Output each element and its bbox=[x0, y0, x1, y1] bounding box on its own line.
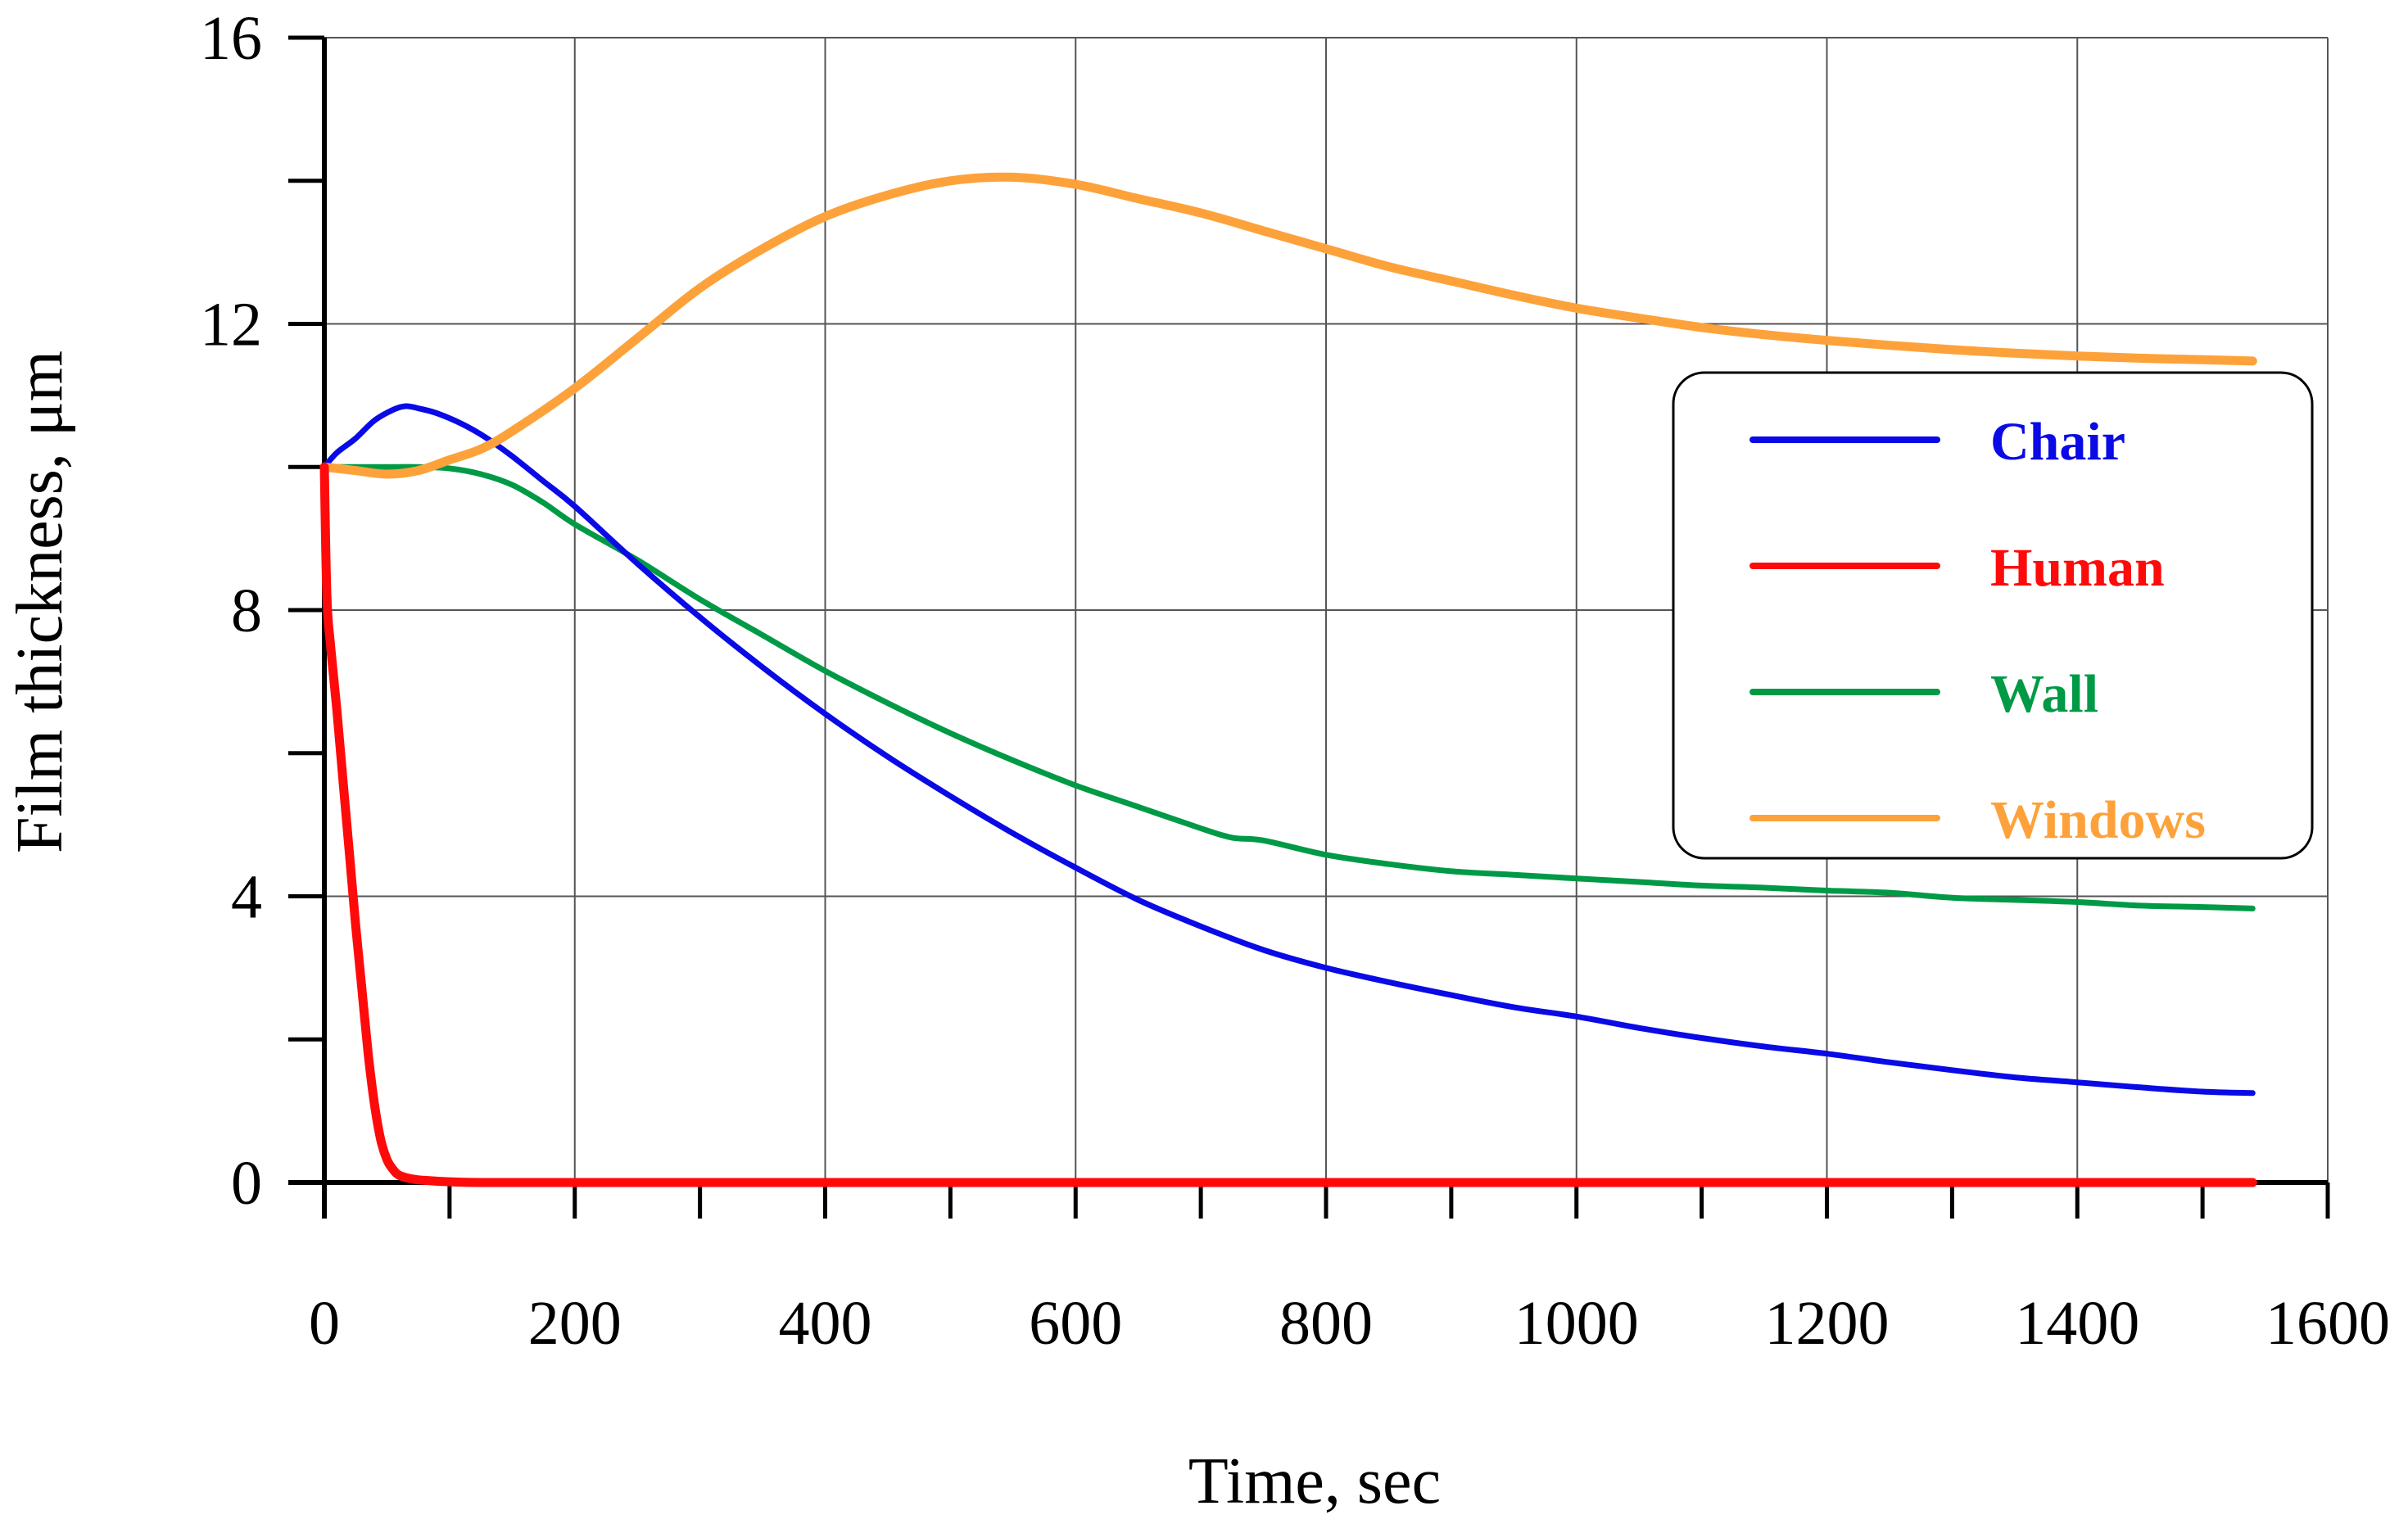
x-tick-label: 1600 bbox=[2265, 1289, 2390, 1358]
series-lines bbox=[319, 172, 2257, 1187]
series-line-windows bbox=[319, 172, 2257, 479]
x-tick-label: 1200 bbox=[1765, 1289, 1890, 1358]
y-tick-label: 4 bbox=[231, 863, 262, 932]
x-tick-label: 200 bbox=[528, 1289, 622, 1358]
series-line-chair bbox=[321, 403, 2256, 1097]
legend: Chair Human Wall Windows bbox=[1672, 371, 2314, 860]
legend-label-chair: Chair bbox=[1990, 412, 2125, 472]
ticks: 0 200 400 600 800 1000 1200 1400 1600 0 4 8 12 16 bbox=[200, 4, 2390, 1358]
legend-box bbox=[1672, 371, 2314, 860]
x-tick-label: 0 bbox=[309, 1289, 340, 1358]
x-tick-label: 1000 bbox=[1514, 1289, 1639, 1358]
legend-label-human: Human bbox=[1990, 538, 2165, 598]
x-axis-title: Time, sec bbox=[1188, 1445, 1441, 1517]
x-tick-label: 800 bbox=[1279, 1289, 1373, 1358]
y-tick-label: 12 bbox=[200, 291, 262, 360]
y-tick-label: 16 bbox=[200, 4, 262, 73]
x-tick-label: 400 bbox=[779, 1289, 872, 1358]
x-tick-label: 1400 bbox=[2015, 1289, 2139, 1358]
y-axis-title: Film thickness, μm bbox=[4, 350, 76, 853]
y-tick-label: 0 bbox=[231, 1149, 262, 1218]
y-tick-label: 8 bbox=[231, 577, 262, 645]
legend-label-wall: Wall bbox=[1990, 664, 2098, 724]
series-line-human bbox=[319, 462, 2257, 1187]
x-tick-label: 600 bbox=[1029, 1289, 1122, 1358]
series-line-wall bbox=[321, 464, 2256, 911]
legend-label-windows: Windows bbox=[1990, 790, 2206, 850]
